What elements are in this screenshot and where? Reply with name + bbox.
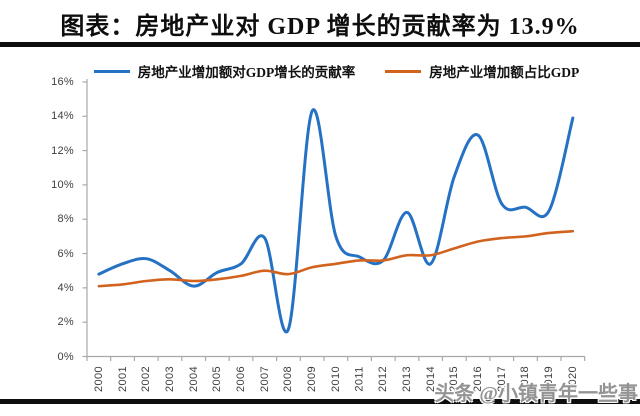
series-contribution-line [97,108,575,334]
legend-label: 房地产业增加额占比GDP [429,65,580,80]
y-axis-tick-label: 0% [57,350,74,363]
page-title: 图表：房地产业对 GDP 增长的贡献率为 13.9% [60,14,580,40]
watermark: 头条 @小镇青年一些事 [434,383,638,405]
legend-item-contribution: 房地产业增加额对GDP增长的贡献率 [93,61,356,81]
legend-item-share: 房地产业增加额占比GDP [385,61,579,81]
series-share-line [97,229,575,288]
bottom-divider [0,399,640,404]
y-axis-tick-label: 16% [51,75,74,88]
legend-label: 房地产业增加额对GDP增长的贡献率 [137,65,356,80]
legend: 房地产业增加额对GDP增长的贡献率 房地产业增加额占比GDP [84,61,589,81]
title-divider [0,42,640,47]
y-axis-tick-label: 8% [57,213,74,226]
y-axis-tick-label: 10% [51,178,74,191]
y-axis-tick-label: 12% [51,144,74,157]
y-axis-tick-label: 6% [57,247,74,260]
y-axis-tick-label: 14% [51,110,74,123]
y-axis-tick-label: 4% [57,281,74,294]
legend-line-swatch-orange [385,69,422,73]
y-axis-tick-label: 2% [57,316,74,329]
legend-line-swatch-blue [93,69,130,73]
